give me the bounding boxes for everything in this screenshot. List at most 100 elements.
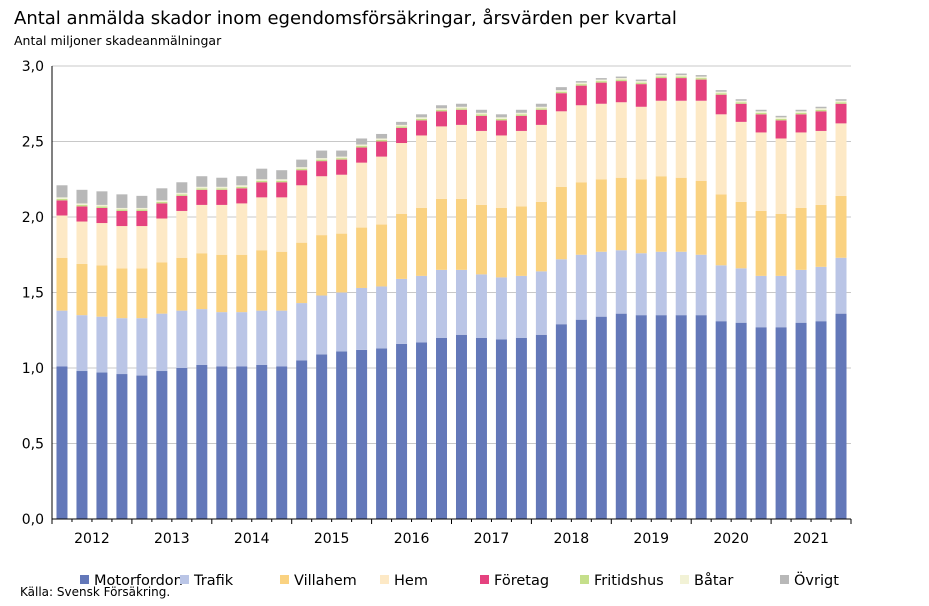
grid-layer [52,65,851,444]
bar-segment [675,78,687,101]
bar-segment [316,235,328,296]
bar-segment [695,76,707,79]
bar-segment [695,75,707,77]
bar-segment [615,81,627,103]
bar-segment [176,182,188,193]
bar-segment [76,203,88,205]
bar-segment [216,189,228,205]
bar-segment [595,78,607,80]
legend-swatch [80,575,89,584]
chart-subtitle: Antal miljoner skadeanmälningar [14,33,222,48]
bar-segment [276,182,288,198]
bar-segment [96,206,108,208]
bar-segment [256,179,268,181]
bar-segment [216,177,228,187]
bar-segment [795,269,807,323]
bar-segment [136,210,148,227]
bar-segment [655,176,667,252]
legend-label: Trafik [193,573,234,589]
bar-segment [96,204,108,207]
bar-segment [715,91,727,94]
bar-segment [176,192,188,195]
bar-segment [715,114,727,195]
bar-segment [555,324,567,519]
bar-segment [376,138,388,140]
bar-segment [56,257,68,311]
bar-segment [76,221,88,264]
bar-segment [216,254,228,313]
bar-segment [495,207,507,278]
bar-segment [835,123,847,196]
bar-segment [475,115,487,131]
bar-segment [575,81,587,83]
bar-segment [256,364,268,519]
bar-segment [495,114,507,118]
bar-segment [156,313,168,372]
bar-segment [535,103,547,107]
bar-segment [416,135,428,208]
y-tick-label: 2,0 [22,210,44,226]
axis-layer: 0,0 0,5 1,0 1,5 2,0 2,5 3,0 2012 2013 2014 2015 201… [22,59,852,547]
bar-segment [815,321,827,519]
bar-segment [635,82,647,85]
bar-segment [815,130,827,205]
bar-segment [695,180,707,255]
bar-segment [156,201,168,204]
bar-segment [575,84,587,86]
legend-swatch [480,575,489,584]
bar-segment [316,158,328,160]
bar-segment [396,143,408,214]
bar-segment [795,109,807,112]
bar-segment [96,316,108,373]
bar-segment [316,176,328,236]
bar-segment [116,226,128,269]
bar-segment [76,189,88,204]
bar-segment [336,292,348,352]
bar-segment [515,275,527,338]
bar-segment [436,198,448,270]
bar-segment [755,327,767,519]
bar-segment [376,348,388,519]
bar-segment [296,185,308,243]
bar-segment [515,130,527,207]
bar-segment [675,251,687,316]
bar-segment [495,117,507,119]
bar-segment [436,126,448,199]
y-tick-label: 0,0 [22,512,44,528]
bar-segment [695,100,707,181]
bar-segment [575,182,587,255]
bar-segment [475,130,487,205]
y-tick-label: 1,0 [22,361,44,377]
bar-segment [436,337,448,519]
bar-segment [216,186,228,189]
bar-segment [655,315,667,519]
bar-segment [715,321,727,519]
bar-segment [236,254,248,313]
bar-segment [595,81,607,83]
bar-segment [475,337,487,519]
bar-segment [675,100,687,178]
legend-swatch [280,575,289,584]
bar-segment [216,204,228,255]
bar-segment [116,318,128,375]
bar-segment [276,310,288,367]
bar-segment [336,233,348,293]
bar-segment [555,87,567,91]
bar-segment [216,188,228,190]
bar-segment [495,277,507,340]
legend-swatch [680,575,689,584]
bar-segment [715,90,727,92]
bar-segment [675,177,687,252]
x-tick-label: 2013 [154,531,190,547]
bar-segment [176,368,188,519]
bar-segment [835,257,847,314]
legend-swatch [780,575,789,584]
bar-segment [815,106,827,109]
bar-segment [555,259,567,325]
bar-segment [595,79,607,82]
x-tick-label: 2017 [474,531,510,547]
bar-segment [775,327,787,519]
bar-segment [535,334,547,519]
bar-segment [515,206,527,276]
